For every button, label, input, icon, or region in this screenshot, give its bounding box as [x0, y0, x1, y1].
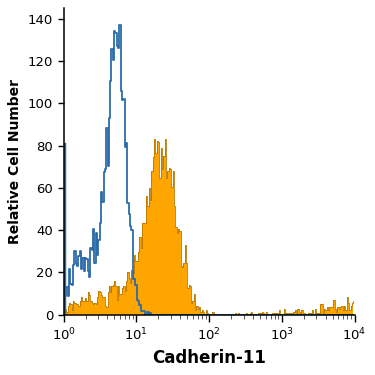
Y-axis label: Relative Cell Number: Relative Cell Number [8, 79, 22, 244]
X-axis label: Cadherin-11: Cadherin-11 [152, 349, 266, 367]
